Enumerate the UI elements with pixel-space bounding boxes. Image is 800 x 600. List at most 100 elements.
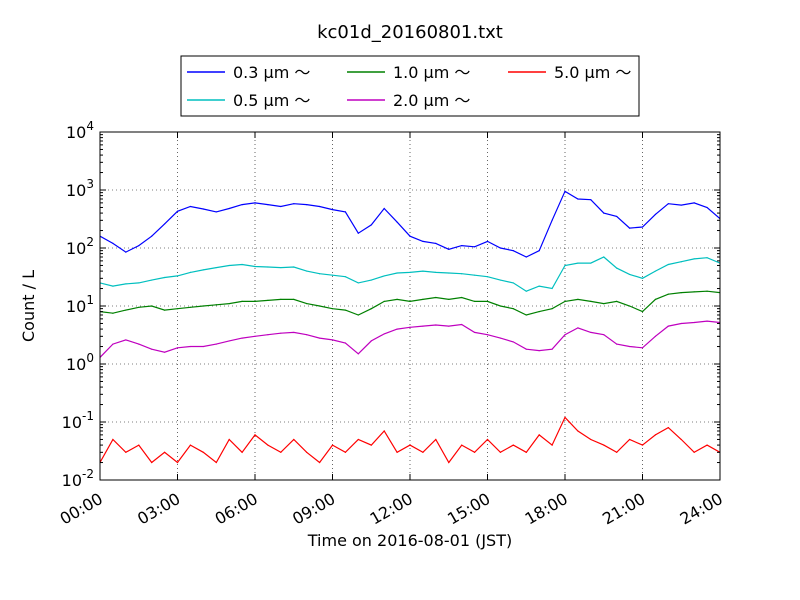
data-point [202, 269, 204, 271]
legend-label: 5.0 μm ～ [554, 63, 631, 82]
data-point [344, 342, 347, 344]
data-point [577, 327, 579, 329]
data-point [267, 204, 269, 206]
y-tick-label: 100 [66, 351, 94, 374]
data-point [603, 334, 605, 336]
data-point [551, 287, 553, 290]
data-point [254, 335, 256, 337]
y-tick-exponent: 3 [86, 177, 94, 191]
data-point [293, 438, 295, 441]
data-point [202, 305, 204, 307]
x-tick-label: 06:00 [212, 489, 261, 529]
data-point [538, 350, 540, 352]
data-point [680, 438, 682, 441]
x-tick-label: 15:00 [444, 489, 493, 529]
data-point [603, 302, 605, 305]
data-point [693, 202, 695, 204]
y-tick-label: 102 [66, 235, 94, 258]
legend-label: 0.5 μm ～ [233, 91, 310, 110]
data-point [486, 300, 489, 303]
data-point [641, 226, 644, 228]
data-point [590, 262, 592, 264]
data-point [202, 208, 204, 210]
data-point [577, 262, 579, 264]
data-point [396, 272, 398, 274]
data-point [486, 276, 489, 278]
y-tick-base: 10 [62, 413, 82, 432]
data-point [654, 335, 657, 337]
data-point [370, 279, 372, 281]
data-point [306, 270, 308, 272]
data-point [138, 444, 140, 446]
y-tick-base: 10 [66, 239, 86, 258]
data-point [680, 292, 682, 294]
data-point [590, 300, 592, 303]
data-point [564, 334, 566, 336]
data-point [125, 309, 127, 311]
data-point [435, 296, 437, 299]
data-point [189, 444, 192, 446]
data-point [383, 430, 385, 432]
data-point [499, 279, 502, 281]
data-point [254, 434, 256, 436]
data-point [473, 274, 476, 276]
data-point [293, 203, 295, 205]
data-point [654, 298, 657, 300]
data-point [176, 308, 179, 310]
y-tick-exponent: -2 [82, 467, 94, 481]
data-point [331, 274, 334, 276]
data-point [189, 345, 192, 348]
data-point [254, 300, 256, 303]
data-point [551, 219, 553, 221]
data-point [577, 430, 579, 432]
data-point [435, 242, 437, 245]
data-point [189, 306, 192, 308]
data-point [202, 345, 204, 348]
y-tick-label: 10-1 [62, 409, 94, 432]
data-point [241, 451, 243, 453]
data-point [473, 246, 476, 248]
data-point [357, 232, 359, 234]
data-point [706, 444, 708, 446]
data-point [499, 247, 502, 249]
data-point [112, 242, 114, 245]
data-point [357, 438, 359, 441]
data-point [280, 332, 282, 334]
data-point [215, 211, 217, 213]
data-point [163, 351, 166, 353]
x-tick-label: 09:00 [289, 489, 338, 529]
data-point [112, 285, 114, 287]
data-point [176, 347, 179, 349]
data-point [538, 285, 540, 287]
data-point [138, 244, 140, 247]
data-point [151, 235, 153, 237]
data-point [163, 309, 166, 311]
data-point [512, 250, 514, 252]
data-point [318, 337, 321, 339]
data-point [512, 341, 514, 343]
data-point [486, 438, 489, 441]
data-point [293, 266, 295, 268]
y-tick-label: 103 [66, 177, 94, 200]
data-point [370, 444, 372, 446]
x-tick-label: 21:00 [599, 489, 648, 529]
legend: 0.3 μm ～ 0.5 μm ～ 1.0 μm ～ 2.0 μm ～ 5.0 μm ～ [180, 55, 640, 117]
data-point [267, 444, 269, 446]
data-point [396, 298, 398, 300]
legend-label: 0.3 μm ～ [233, 63, 310, 82]
data-point [151, 279, 153, 281]
data-point [422, 240, 424, 242]
y-tick-exponent: 4 [86, 119, 94, 133]
data-point [435, 271, 437, 273]
data-point [370, 340, 372, 342]
y-axis-label: Count / L [19, 270, 38, 342]
data-point [486, 240, 489, 242]
data-point [331, 339, 334, 341]
data-point [306, 204, 308, 206]
data-point [693, 258, 695, 260]
data-point [422, 270, 424, 272]
y-tick-exponent: 1 [86, 293, 94, 307]
data-point [525, 451, 527, 453]
data-point [538, 250, 540, 252]
data-point [280, 298, 282, 300]
